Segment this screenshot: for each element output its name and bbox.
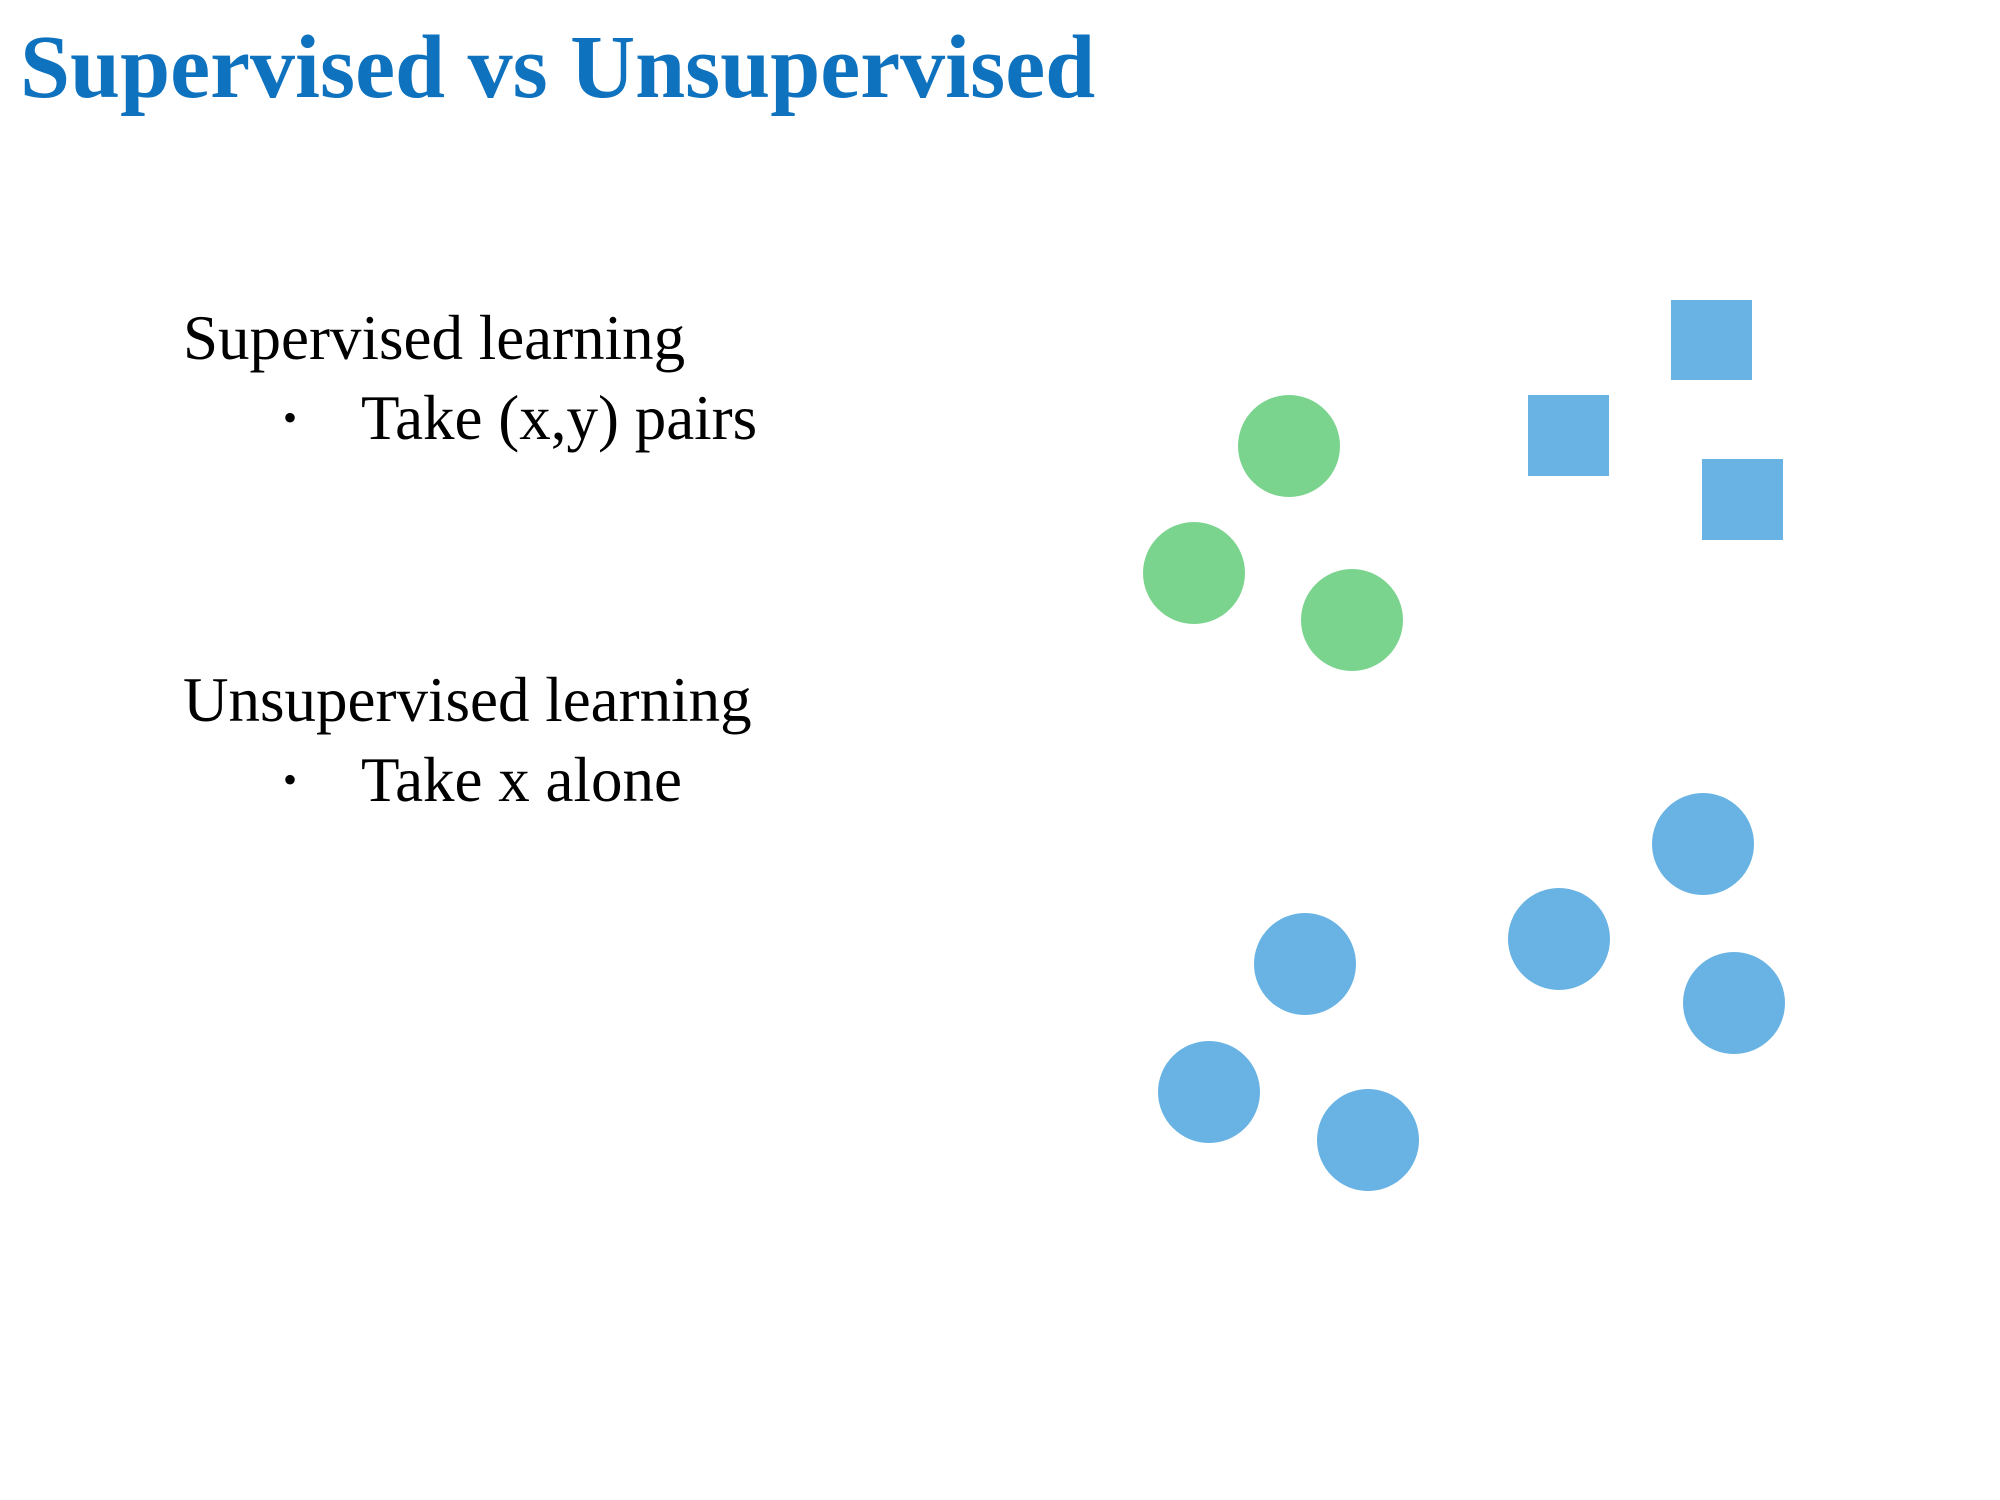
green-circle-point xyxy=(1238,395,1340,497)
blue-circle-point xyxy=(1508,888,1610,990)
green-circle-point xyxy=(1143,522,1245,624)
unsupervised-section: Unsupervised learning • Take x alone xyxy=(183,660,752,820)
slide-title: Supervised vs Unsupervised xyxy=(20,18,1096,117)
unsupervised-bullet-text: Take x alone xyxy=(361,745,682,815)
unsupervised-heading: Unsupervised learning xyxy=(183,665,752,735)
unsupervised-bullet-item: • Take x alone xyxy=(183,740,752,820)
supervised-section: Supervised learning • Take (x,y) pairs xyxy=(183,298,757,458)
supervised-bullet-item: • Take (x,y) pairs xyxy=(183,378,757,458)
blue-square-point xyxy=(1671,300,1752,380)
supervised-bullet-text: Take (x,y) pairs xyxy=(361,383,758,453)
blue-square-point xyxy=(1702,459,1783,540)
blue-circle-point xyxy=(1254,913,1356,1015)
blue-circle-point xyxy=(1317,1089,1419,1191)
blue-circle-point xyxy=(1652,793,1754,895)
supervised-heading: Supervised learning xyxy=(183,303,686,373)
bullet-dot-icon: • xyxy=(283,757,298,802)
unsupervised-example-group xyxy=(1158,793,1785,1191)
blue-circle-point xyxy=(1683,952,1785,1054)
bullet-dot-icon: • xyxy=(283,395,298,440)
green-circle-point xyxy=(1301,569,1403,671)
supervised-example-group xyxy=(1143,300,1783,671)
blue-square-point xyxy=(1528,395,1609,476)
blue-circle-point xyxy=(1158,1041,1260,1143)
